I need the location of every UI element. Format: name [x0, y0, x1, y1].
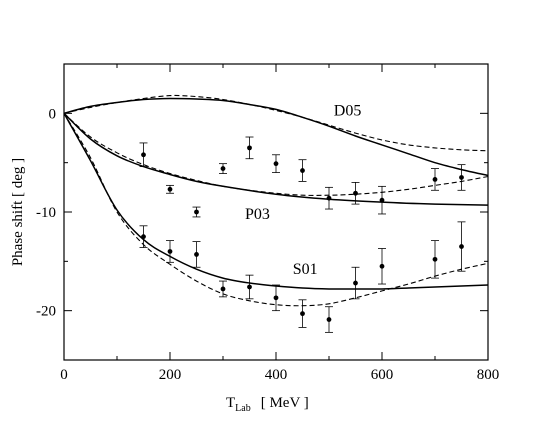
data-point: [167, 186, 173, 192]
curve-label-p03: P03: [245, 206, 270, 223]
x-axis-unit: [ MeV ]: [261, 395, 309, 411]
data-point: [220, 286, 226, 292]
y-tick-label: 0: [49, 106, 57, 122]
x-axis-subscript: Lab: [235, 403, 251, 414]
data-point: [141, 234, 146, 240]
x-tick-label: 400: [265, 367, 288, 383]
data-point: [459, 175, 464, 180]
data-point: [300, 311, 305, 317]
x-tick-label: 0: [60, 367, 68, 383]
y-tick-label: -10: [36, 205, 56, 221]
data-point: [141, 152, 146, 158]
data-point: [353, 280, 358, 286]
series-line-3: [63, 112, 489, 206]
y-tick-label: -20: [36, 304, 56, 320]
data-point: [194, 252, 199, 257]
data-point: [194, 209, 199, 215]
data-point: [220, 166, 226, 171]
plot-area: [63, 94, 489, 333]
data-point: [432, 177, 438, 182]
data-point: [459, 244, 464, 249]
data-point: [273, 295, 279, 301]
series-line-6: [63, 113, 489, 307]
x-tick-label: 200: [159, 367, 182, 383]
series-line-2: [63, 94, 489, 152]
x-axis-label: TLab [ MeV ]: [226, 395, 309, 414]
data-point: [379, 197, 385, 203]
data-point: [247, 284, 252, 290]
data-point: [326, 195, 332, 201]
data-point: [273, 161, 279, 167]
axis-ticks: [63, 63, 489, 361]
x-tick-label: 800: [477, 367, 500, 383]
curve-label-s01: S01: [293, 261, 318, 278]
x-axis-symbol: T: [226, 395, 235, 411]
data-point: [167, 249, 173, 254]
data-point: [353, 190, 358, 196]
data-point: [300, 168, 305, 173]
data-point: [326, 317, 332, 322]
x-tick-label: 600: [371, 367, 394, 383]
series-line-5: [63, 112, 489, 290]
series-line-1: [63, 97, 489, 177]
tick-labels: 0 200 400 600 800 0 -10 -20 D05 P03 S01: [36, 102, 499, 383]
curve-label-d05: D05: [334, 102, 362, 119]
y-axis-label: Phase shift [ deg ]: [10, 158, 26, 266]
series-line-4: [63, 112, 489, 196]
data-point: [247, 145, 252, 151]
plot-frame: [63, 63, 489, 361]
data-point: [432, 256, 438, 262]
data-point: [379, 263, 385, 269]
